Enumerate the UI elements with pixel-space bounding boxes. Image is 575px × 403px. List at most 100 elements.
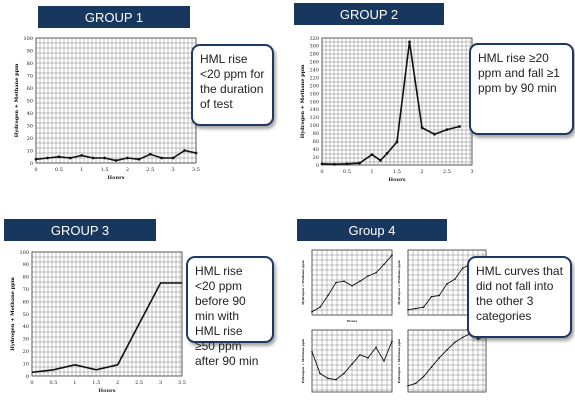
x-axis-label: Hours (347, 319, 358, 323)
x-tick-label: 2.5 (135, 380, 143, 386)
x-tick-label: 3.5 (192, 167, 200, 173)
x-tick-label: 1.5 (101, 167, 109, 173)
group-2-chart: 0204060801001201401601802002202402602803… (300, 36, 474, 183)
x-tick-label: 0 (34, 167, 37, 173)
data-point (430, 366, 433, 368)
y-tick-label: 20 (27, 136, 33, 142)
plot-area (321, 37, 473, 166)
data-point (367, 275, 369, 277)
data-point (351, 284, 353, 287)
group-3-callout: HML rise <20 ppm before 90 min with HML … (186, 256, 274, 368)
group-4-callout: HML curves that did not fall into the ot… (467, 256, 572, 338)
x-tick-label: 3.5 (178, 380, 186, 386)
group-3-callout-text: HML rise <20 ppm before 90 min with HML … (195, 264, 259, 368)
plot-area (407, 329, 487, 393)
y-tick-label: 0 (30, 161, 33, 167)
data-point (137, 157, 141, 161)
x-tick-label: 1 (370, 169, 373, 175)
group-1-callout: HML rise <20 ppm for the duration of tes… (191, 44, 274, 126)
x-tick-label: 0.5 (55, 167, 63, 173)
data-point (114, 159, 118, 162)
x-tick-label: 0 (320, 169, 323, 175)
data-point (171, 156, 175, 160)
data-point (422, 375, 425, 378)
x-tick-label: 2 (126, 167, 129, 173)
y-axis-label: Hydrogen + Methane ppm (301, 260, 305, 305)
y-tick-label: 30 (27, 123, 33, 129)
data-point (57, 155, 61, 159)
data-point (391, 340, 393, 342)
y-tick-label: 40 (23, 324, 29, 330)
x-axis-label: Hours (388, 177, 405, 183)
data-point (461, 267, 464, 269)
data-point (458, 125, 461, 128)
y-tick-label: 100 (23, 36, 33, 42)
data-point (383, 263, 385, 266)
group-1-chart: 0 10 20 30 40 50 60 70 80 90 100 0 0.5 1 1.5 2 2.5 3 3.5 Ho… (14, 36, 200, 181)
y-tick-label: 200 (309, 83, 319, 89)
x-tick-label: 3 (470, 169, 473, 175)
data-point (311, 310, 313, 313)
group-4-banner: Group 4 (297, 219, 447, 241)
data-point (370, 153, 374, 157)
y-tick-label: 320 (309, 36, 319, 42)
y-axis-label: Hydrogen + Methane ppm (301, 338, 305, 383)
y-tick-label: 100 (19, 250, 29, 256)
data-point (80, 154, 84, 157)
data-point (103, 156, 106, 160)
data-point (194, 151, 198, 155)
data-point (160, 156, 164, 160)
y-tick-label: 60 (23, 299, 29, 305)
data-point (91, 156, 95, 160)
y-tick-label: 70 (23, 287, 29, 293)
group-1-callout-text: HML rise <20 ppm for the duration of tes… (200, 52, 265, 111)
group-2-callout-text: HML rise ≥20 ppm and fall ≥1 ppm by 90 m… (478, 51, 560, 95)
y-tick-label: 20 (23, 349, 29, 355)
y-axis-label: Hydrogen + Methane ppm (14, 63, 20, 138)
group-3-banner: GROUP 3 (4, 219, 156, 241)
y-tick-label: 240 (309, 68, 319, 74)
data-point (375, 271, 377, 274)
y-tick-label: 70 (27, 73, 33, 79)
data-point (343, 280, 345, 282)
data-point (367, 357, 369, 359)
y-axis-label: Hydrogen + Methane ppm (397, 338, 401, 383)
data-point (433, 132, 436, 136)
y-tick-label: 10 (23, 361, 29, 367)
data-point (407, 309, 409, 311)
data-point (415, 307, 417, 310)
data-point (415, 382, 417, 385)
y-tick-label: 100 (309, 123, 319, 129)
x-tick-label: 1 (73, 380, 76, 386)
data-point (319, 306, 321, 308)
group-2-callout: HML rise ≥20 ppm and fall ≥1 ppm by 90 m… (469, 43, 574, 135)
data-point (333, 162, 336, 166)
group-2-banner: GROUP 2 (294, 3, 444, 25)
y-tick-label: 60 (27, 86, 33, 92)
y-tick-label: 40 (27, 111, 33, 117)
y-tick-label: 60 (313, 139, 319, 145)
y-tick-label: 90 (23, 262, 29, 268)
x-tick-label: 2 (420, 169, 423, 175)
data-point (126, 156, 129, 160)
y-tick-label: 260 (309, 60, 319, 66)
data-point (446, 349, 448, 351)
x-tick-label: 2 (116, 380, 119, 386)
data-point (327, 377, 329, 380)
x-tick-label: 0.5 (343, 169, 351, 175)
y-axis-label: Hydrogen + Methane ppm (397, 260, 401, 305)
y-tick-label: 80 (27, 61, 33, 67)
group-3-title: GROUP 3 (50, 222, 110, 238)
x-tick-label: 3 (172, 167, 175, 173)
y-tick-label: 30 (23, 337, 29, 343)
data-point (391, 254, 393, 256)
series-line (31, 282, 182, 374)
y-tick-label: 50 (27, 98, 33, 104)
data-point (375, 346, 377, 349)
x-axis-label: Hours (107, 175, 124, 181)
data-point (68, 156, 72, 160)
data-point (445, 128, 449, 131)
y-tick-label: 40 (313, 147, 319, 153)
y-tick-label: 0 (26, 374, 29, 380)
data-point (454, 341, 456, 344)
